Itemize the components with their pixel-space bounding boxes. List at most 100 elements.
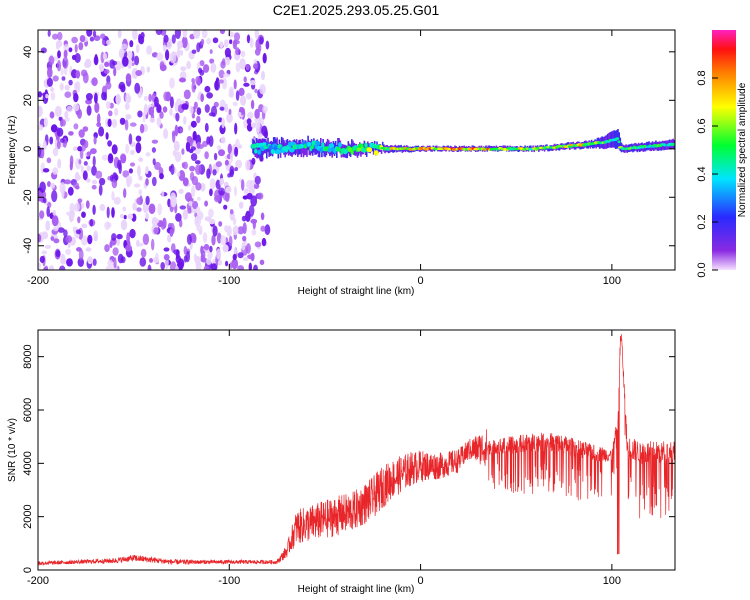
heatmap-cell [154,161,161,171]
heatmap-cell [93,136,97,145]
heatmap-cell [204,122,209,133]
heatmap-cell [134,55,140,66]
heatmap-cell [232,225,239,236]
heatmap-cell [117,30,122,39]
heatmap-cell [81,235,88,246]
heatmap-cell [40,47,47,54]
heatmap-cell [195,164,202,176]
heatmap-cell [86,178,91,183]
heatmap-cell [163,128,169,139]
heatmap-cell [111,191,115,201]
heatmap-cell [45,220,51,232]
heatmap-cell [49,111,55,119]
y-tick-label: 40 [22,46,34,58]
heatmap-cell [159,111,164,119]
heatmap-cell [56,59,62,72]
heatmap-cell [106,206,110,219]
heatmap-cell [138,157,144,162]
heatmap-cell [154,96,159,108]
heatmap-cell [151,176,157,187]
heatmap-cell [259,259,265,265]
heatmap-cell [256,123,261,128]
heatmap-cell [547,146,549,152]
heatmap-cell [39,210,45,219]
heatmap-cell [72,146,78,152]
heatmap-cell [77,257,85,267]
heatmap-cell [71,36,78,44]
heatmap-cell [320,138,322,152]
heatmap-cell [56,127,64,137]
heatmap-cell [42,140,47,151]
heatmap-cell [85,93,93,101]
heatmap-cell [201,30,208,39]
heatmap-cell [222,77,227,90]
heatmap-cell [175,112,180,122]
heatmap-cell [220,60,226,69]
heatmap-cell [39,181,46,193]
heatmap-cell [232,101,238,107]
heatmap-cell [51,190,58,203]
heatmap-cell [242,235,247,242]
heatmap-cell [255,39,260,50]
heatmap-cell [89,36,95,42]
y-tick-label: -40 [22,238,34,254]
heatmap-cell [220,136,226,144]
heatmap-cell [502,145,505,151]
heatmap-cell [232,253,237,261]
heatmap-cell [125,93,131,104]
heatmap-cell [193,253,197,262]
heatmap-cell [86,30,93,37]
heatmap-cell [248,262,252,270]
heatmap-cell [75,174,81,181]
heatmap-cell [73,123,79,130]
top-y-axis-label: Frequency (Hz) [7,116,18,185]
heatmap-cell [260,225,266,232]
heatmap-cell [195,206,201,214]
heatmap-cell [250,79,256,86]
colorbar-gradient [712,30,736,270]
heatmap-cell [183,255,188,263]
heatmap-cell [80,165,84,173]
heatmap-cell [253,63,258,70]
heatmap-cell [81,223,88,229]
heatmap-cell [64,179,72,185]
heatmap-cell [253,264,258,270]
heatmap-cell [206,38,212,45]
heatmap-cell [237,265,244,270]
heatmap-cell [191,81,196,93]
heatmap-cell [366,147,373,153]
heatmap-cell [124,102,130,110]
heatmap-cell [227,31,234,38]
heatmap-cell [260,212,265,221]
heatmap-cell [250,252,255,262]
heatmap-cell [191,112,196,119]
x-tick-label: 100 [603,275,621,287]
heatmap-cell [171,34,176,44]
heatmap-cell [216,145,222,151]
heatmap-cell [617,140,621,144]
heatmap-cell [167,234,172,243]
heatmap-cell [44,265,49,270]
snr-series-line [38,334,675,566]
heatmap-cell [162,44,167,52]
heatmap-cell [101,154,109,161]
heatmap-cell [196,78,201,86]
heatmap-cell [233,32,241,41]
heatmap-cell [206,257,212,265]
heatmap-cell [98,126,105,137]
heatmap-cell [199,60,205,67]
heatmap-cell [61,186,65,199]
heatmap-cell [276,137,278,152]
heatmap-cell [220,235,227,246]
heatmap-cell [52,75,59,82]
x-tick-label: -200 [27,575,49,587]
heatmap-cell [190,146,196,151]
heatmap-cell [196,107,202,115]
heatmap-cell [50,91,56,101]
heatmap-cell [672,143,675,146]
heatmap-cell [64,111,69,119]
heatmap-cell [46,206,50,218]
heatmap-cell [503,145,506,151]
heatmap-cell [186,136,193,143]
